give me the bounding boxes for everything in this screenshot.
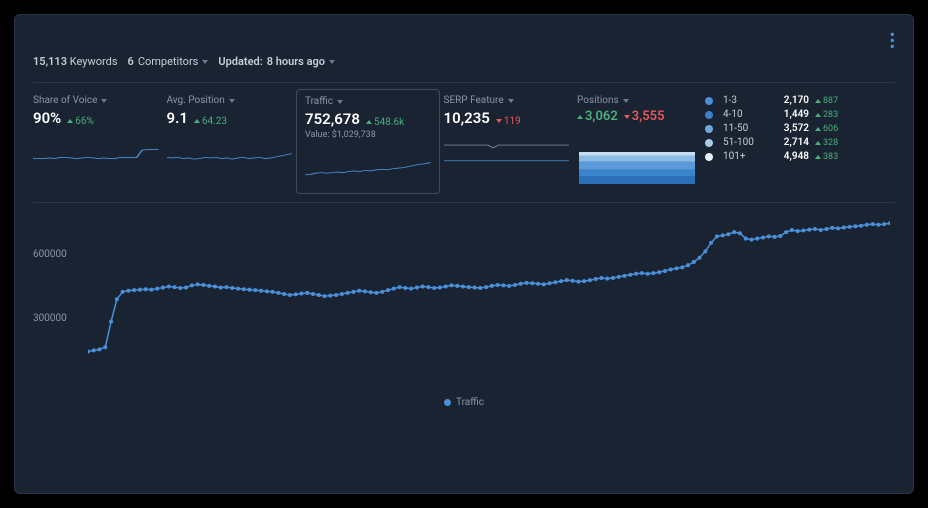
chevron-down-icon: [508, 99, 514, 103]
legend-delta: 283: [815, 110, 855, 120]
metric-subvalue: Value: $1,029,738: [305, 130, 431, 140]
metric-traffic[interactable]: Traffic 752,678 548.6k Value: $1,029,738: [296, 89, 440, 194]
legend-label: Traffic: [456, 397, 484, 408]
y-axis: 300000 600000: [33, 213, 83, 382]
metric-value: 752,678: [305, 110, 360, 128]
header-row: 15,113 Keywords 6 Competitors Updated: 8…: [33, 55, 895, 68]
caret-down-icon: [624, 115, 630, 119]
metric-avg-position[interactable]: Avg. Position 9.1 64.23: [167, 95, 293, 188]
legend-dot-icon: [444, 399, 451, 406]
metric-label: Traffic: [305, 96, 333, 107]
updated-filter[interactable]: Updated: 8 hours ago: [218, 55, 335, 68]
main-chart: 300000 600000 Traffic: [33, 202, 895, 412]
metric-delta: 64.23: [194, 116, 227, 127]
chevron-down-icon: [329, 60, 335, 64]
competitors-filter[interactable]: 6 Competitors: [128, 55, 209, 68]
metric-delta: 119: [496, 116, 521, 127]
positions-area-chart: [577, 152, 697, 184]
legend-row[interactable]: 101+ 4,948 383: [705, 151, 895, 162]
caret-down-icon: [496, 119, 502, 123]
y-tick-label: 300000: [33, 313, 67, 324]
metric-positions[interactable]: Positions 3,062 3,555: [577, 95, 697, 188]
legend-row[interactable]: 1-3 2,170 887: [705, 95, 895, 106]
legend-count: 4,948: [769, 151, 809, 162]
legend-dot-icon: [705, 139, 713, 147]
legend-delta: 606: [815, 124, 855, 134]
sparkline-sov: [33, 135, 159, 163]
positions-up: 3,062: [577, 109, 618, 124]
metric-serp-feature[interactable]: SERP Feature 10,235 119: [444, 95, 570, 188]
metric-label: Share of Voice: [33, 95, 97, 106]
metric-value: 9.1: [167, 109, 188, 127]
keywords-summary: 15,113 Keywords: [33, 55, 118, 68]
metric-value: 10,235: [444, 109, 490, 127]
metrics-row: Share of Voice 90% 66% Avg. Position 9.1: [33, 82, 895, 188]
caret-up-icon: [366, 120, 372, 124]
legend-range-label: 11-50: [723, 123, 763, 134]
sparkline-traffic: [305, 148, 431, 176]
positions-legend: 1-3 2,170 887 4-10 1,449 283 11-50 3,572 606 5…: [705, 95, 895, 188]
legend-dot-icon: [705, 111, 713, 119]
chart-legend: Traffic: [33, 397, 895, 408]
sparkline-serp: [444, 135, 570, 163]
traffic-chart: [88, 213, 890, 383]
legend-delta: 328: [815, 138, 855, 148]
legend-range-label: 51-100: [723, 137, 763, 148]
legend-count: 2,170: [769, 95, 809, 106]
legend-dot-icon: [705, 125, 713, 133]
legend-dot-icon: [705, 97, 713, 105]
metric-delta: 548.6k: [366, 117, 404, 128]
legend-delta: 383: [815, 152, 855, 162]
legend-range-label: 101+: [723, 151, 763, 162]
metric-label: SERP Feature: [444, 95, 504, 106]
legend-row[interactable]: 11-50 3,572 606: [705, 123, 895, 134]
legend-delta: 887: [815, 96, 855, 106]
chevron-down-icon: [101, 99, 107, 103]
legend-count: 3,572: [769, 123, 809, 134]
legend-count: 2,714: [769, 137, 809, 148]
positions-down: 3,555: [624, 109, 665, 124]
metric-share-of-voice[interactable]: Share of Voice 90% 66%: [33, 95, 159, 188]
chevron-down-icon: [623, 99, 629, 103]
legend-range-label: 4-10: [723, 109, 763, 120]
metric-delta: 66%: [67, 116, 94, 127]
metric-value: 90%: [33, 109, 61, 127]
y-tick-label: 600000: [33, 249, 67, 260]
legend-range-label: 1-3: [723, 95, 763, 106]
legend-dot-icon: [705, 153, 713, 161]
chevron-down-icon: [202, 60, 208, 64]
caret-up-icon: [194, 119, 200, 123]
legend-row[interactable]: 4-10 1,449 283: [705, 109, 895, 120]
metric-label: Positions: [577, 95, 619, 106]
chevron-down-icon: [229, 99, 235, 103]
legend-row[interactable]: 51-100 2,714 328: [705, 137, 895, 148]
caret-up-icon: [67, 119, 73, 123]
caret-up-icon: [577, 115, 583, 119]
legend-count: 1,449: [769, 109, 809, 120]
chevron-down-icon: [337, 100, 343, 104]
sparkline-avgpos: [167, 135, 293, 163]
more-options-icon[interactable]: •••: [890, 31, 895, 51]
metric-label: Avg. Position: [167, 95, 225, 106]
seo-dashboard: ••• 15,113 Keywords 6 Competitors Update…: [14, 14, 914, 494]
